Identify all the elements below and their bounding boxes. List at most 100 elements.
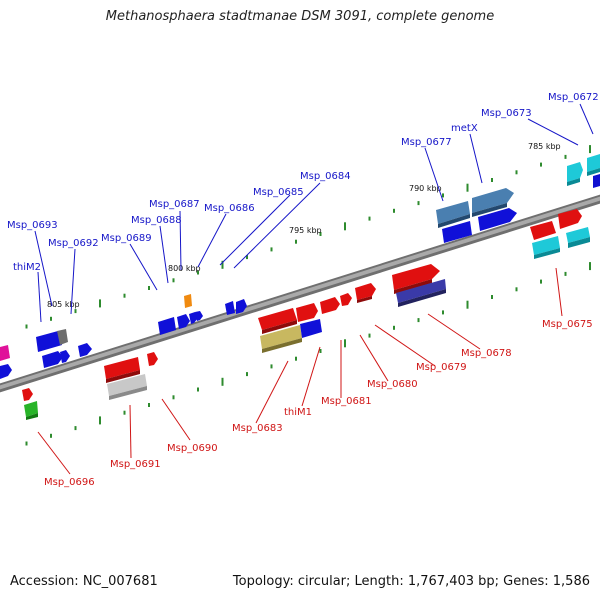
- scale-tick: [319, 349, 322, 353]
- label-msp-0678: Msp_0678: [461, 348, 512, 359]
- top-label-lines: [34, 103, 594, 323]
- scale-labels: 785 kbp 790 kbp 795 kbp 800 kbp 805 kbp: [47, 142, 561, 309]
- gene-msp-0693[interactable]: [36, 329, 68, 352]
- scale-tick: [295, 356, 297, 361]
- gene-msp-0683[interactable]: [258, 308, 297, 334]
- gene-msp-0691[interactable]: [104, 357, 147, 400]
- scale-tick: [442, 193, 444, 198]
- gene-msp-0678[interactable]: [392, 264, 446, 307]
- scale-tick: [466, 183, 469, 192]
- gene-msp-0694[interactable]: [0, 345, 12, 379]
- gene-msp-0676[interactable]: [442, 208, 517, 243]
- bottom-label-lines: [37, 267, 563, 475]
- bottom-labels: Msp_0675 Msp_0678 Msp_0679 Msp_0680 Msp_…: [44, 319, 593, 488]
- gene-msp-0672[interactable]: [587, 154, 600, 176]
- scale-tick: [148, 286, 150, 290]
- scale-tick: [295, 239, 297, 244]
- scale-label-800kbp: 800 kbp: [168, 264, 201, 273]
- top-labels: Msp_0672 Msp_0673 metX Msp_0677 Msp_0684…: [7, 92, 599, 273]
- scale-tick: [50, 433, 52, 438]
- gene-msp-0684[interactable]: [225, 299, 247, 315]
- label-msp-0691: Msp_0691: [110, 459, 161, 470]
- label-msp-0675: Msp_0675: [542, 319, 593, 330]
- label-msp-0677: Msp_0677: [401, 137, 452, 148]
- label-msp-0683: Msp_0683: [232, 423, 283, 434]
- label-msp-0690: Msp_0690: [167, 443, 218, 454]
- scale-tick: [50, 316, 52, 321]
- scale-tick: [99, 416, 101, 425]
- gene-msp-0673[interactable]: [567, 162, 583, 186]
- genome-backbone: [0, 194, 600, 393]
- scale-tick: [540, 162, 542, 167]
- scale-tick: [270, 247, 273, 252]
- scale-label-790kbp: 790 kbp: [409, 184, 442, 193]
- scale-tick: [25, 441, 28, 446]
- scale-tick: [589, 145, 591, 154]
- scale-tick: [564, 271, 567, 276]
- scale-tick: [246, 255, 248, 260]
- scale-tick: [368, 333, 371, 338]
- scale-tick: [393, 208, 395, 213]
- scale-tick: [197, 387, 199, 392]
- label-msp-0686: Msp_0686: [204, 203, 255, 214]
- label-msp-0692: Msp_0692: [48, 238, 99, 249]
- label-msp-0696: Msp_0696: [44, 477, 95, 488]
- scale-tick: [221, 260, 224, 269]
- label-thim1: thiM1: [284, 407, 312, 418]
- label-thim2: thiM2: [13, 262, 41, 273]
- gene-thim2[interactable]: [42, 343, 92, 368]
- scale-label-795kbp: 795 kbp: [289, 226, 322, 235]
- gene-msp-0677[interactable]: [436, 201, 470, 228]
- gene-msp-0679[interactable]: [355, 283, 376, 303]
- gene-msp-0696[interactable]: [22, 388, 38, 420]
- label-msp-0684: Msp_0684: [300, 171, 351, 182]
- scale-tick: [515, 170, 518, 175]
- scale-tick: [417, 318, 420, 323]
- scale-tick: [221, 377, 224, 386]
- scale-tick: [491, 178, 493, 182]
- scale-tick: [442, 310, 444, 315]
- gene-msp-0690[interactable]: [147, 352, 158, 366]
- scale-tick: [246, 372, 248, 377]
- gene-metx[interactable]: [472, 188, 514, 217]
- scale-tick: [344, 222, 346, 231]
- scale-tick: [540, 279, 542, 284]
- scale-tick: [319, 232, 322, 236]
- gene-msp-0688[interactable]: [158, 311, 203, 335]
- scale-label-805kbp: 805 kbp: [47, 300, 80, 309]
- scale-tick: [564, 154, 567, 159]
- label-msp-0688: Msp_0688: [131, 215, 182, 226]
- label-metx: metX: [451, 123, 478, 134]
- label-msp-0687: Msp_0687: [149, 199, 200, 210]
- scale-tick: [25, 324, 28, 329]
- scale-tick: [197, 270, 199, 275]
- gene-thim1[interactable]: [260, 319, 322, 353]
- label-msp-0673: Msp_0673: [481, 108, 532, 119]
- figure-title: Methanosphaera stadtmanae DSM 3091, comp…: [105, 9, 495, 24]
- gene-msp-0675[interactable]: [530, 209, 590, 259]
- scale-tick: [270, 364, 273, 369]
- scale-tick: [491, 295, 493, 299]
- scale-tick: [393, 325, 395, 330]
- scale-tick: [466, 300, 469, 309]
- label-msp-0672: Msp_0672: [548, 92, 599, 103]
- label-msp-0680: Msp_0680: [367, 379, 418, 390]
- accession-text: Accession: NC_007681: [10, 574, 158, 589]
- scale-label-785kbp: 785 kbp: [528, 142, 561, 151]
- upper-strand-genes: [0, 154, 600, 379]
- gene-msp-0681[interactable]: [296, 297, 340, 322]
- genome-summary-text: Topology: circular; Length: 1,767,403 bp…: [232, 574, 590, 589]
- scale-tick: [123, 293, 126, 298]
- gene-msp-0680[interactable]: [340, 293, 352, 306]
- gene-msp-0687[interactable]: [184, 294, 192, 308]
- gene-msp-0674[interactable]: [593, 174, 600, 188]
- label-msp-0681: Msp_0681: [321, 396, 372, 407]
- scale-tick: [148, 403, 150, 407]
- scale-tick: [515, 287, 518, 292]
- scale-tick: [344, 339, 346, 348]
- scale-tick: [589, 262, 591, 271]
- scale-tick: [172, 278, 175, 283]
- label-msp-0685: Msp_0685: [253, 187, 304, 198]
